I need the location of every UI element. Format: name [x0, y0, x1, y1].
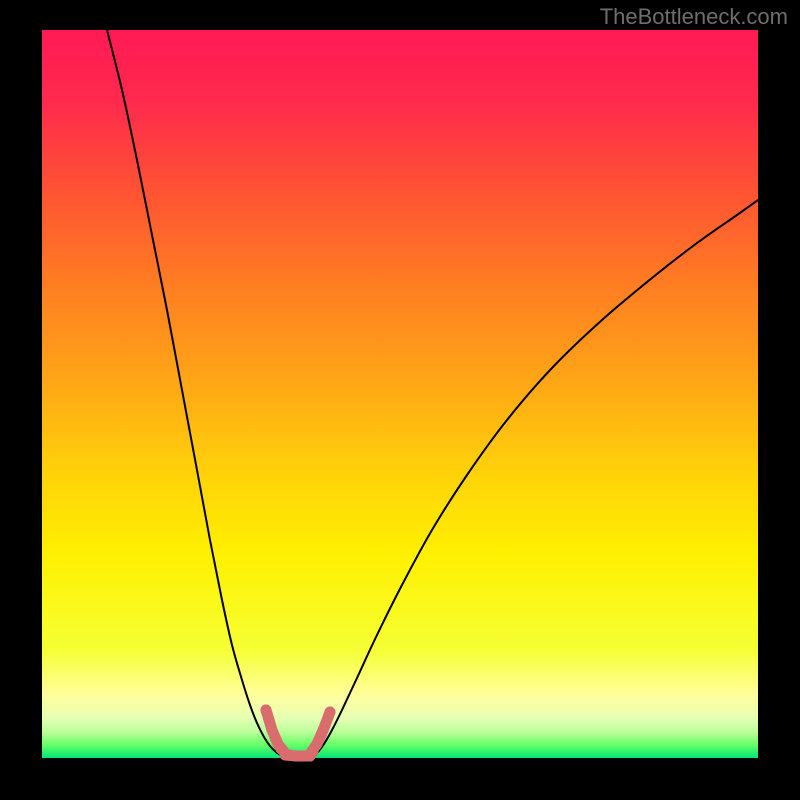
highlight-dot-14	[316, 730, 327, 741]
highlight-dot-0	[261, 705, 272, 716]
bottleneck-chart	[0, 0, 800, 800]
highlight-dot-1	[264, 715, 275, 726]
watermark-text: TheBottleneck.com	[600, 4, 788, 30]
plot-area	[42, 30, 758, 758]
highlight-dot-16	[325, 707, 336, 718]
highlight-dot-15	[320, 720, 331, 731]
chart-container: TheBottleneck.com	[0, 0, 800, 800]
